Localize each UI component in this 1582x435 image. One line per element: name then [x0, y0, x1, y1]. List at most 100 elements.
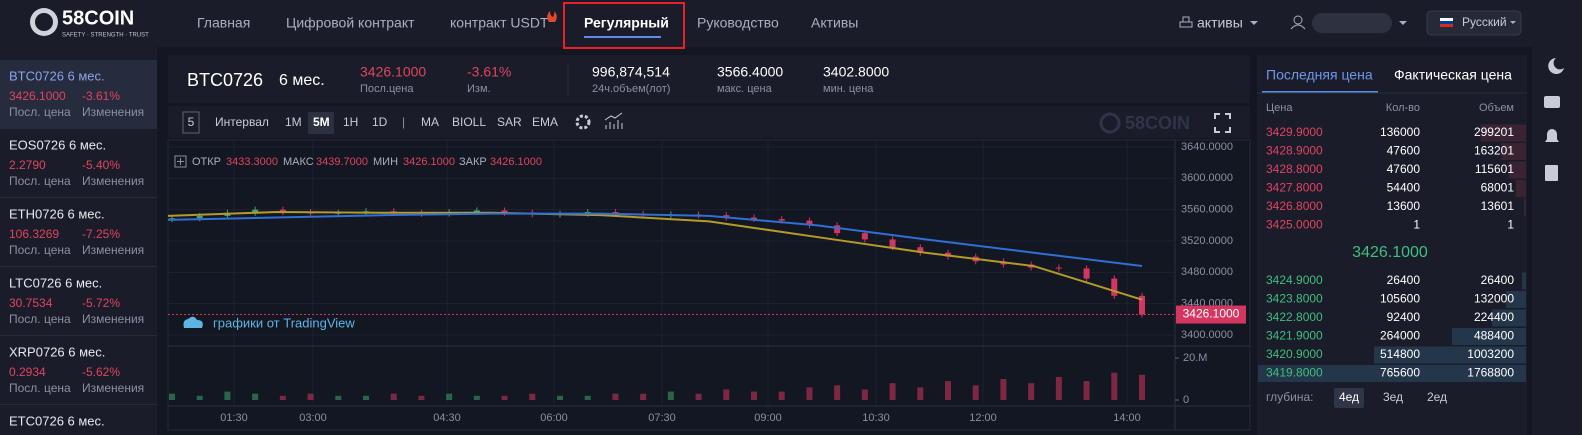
depth-option[interactable]: 4ед: [1339, 390, 1359, 404]
sidebar-item[interactable]: [0, 336, 157, 404]
candle: [1055, 267, 1062, 269]
indicator-button[interactable]: EMA: [532, 115, 558, 129]
calculator-icon[interactable]: [1545, 165, 1558, 181]
moving-average-line: [167, 212, 1143, 268]
badge-box: [182, 111, 200, 134]
ticker-volume: 996,874,514: [592, 64, 670, 80]
depth-bar: [1480, 124, 1526, 142]
sidebar-item[interactable]: [0, 60, 157, 128]
contract-name: ETH0726 6 мес.: [9, 206, 105, 221]
language-menu[interactable]: Русский: [1462, 15, 1507, 29]
price-label: Посл. цена: [9, 243, 71, 257]
wallet-icon[interactable]: [1544, 96, 1560, 108]
nav-item[interactable]: Активы: [811, 15, 858, 31]
indicator-button[interactable]: BIOLL: [452, 115, 486, 129]
candle: [1083, 268, 1090, 279]
order-quantity: 765600: [1380, 366, 1420, 380]
period: 6 мес.: [279, 72, 325, 89]
change-label: Изменения: [82, 243, 144, 257]
nav-item[interactable]: Цифровой контракт: [286, 15, 415, 31]
depth-bar: [1452, 328, 1526, 345]
assets-menu[interactable]: активы: [1197, 15, 1243, 31]
nav-highlight-box: [563, 2, 685, 49]
interval-button[interactable]: 1D: [372, 115, 388, 129]
volume-bar: [1083, 381, 1090, 400]
volume-bar: [224, 391, 231, 400]
volume-bar: [169, 393, 175, 400]
indicator-button[interactable]: MA: [421, 115, 439, 129]
order-quantity: 1: [1413, 218, 1420, 232]
sidebar-item[interactable]: [0, 129, 157, 197]
contract-change: -5.72%: [82, 296, 120, 310]
depth-label: глубина:: [1266, 390, 1313, 404]
depth-bar: [1258, 365, 1526, 382]
sidebar-item[interactable]: [0, 267, 157, 335]
volume-bar: [557, 395, 563, 400]
ohlc-value: 3426.1000: [490, 156, 542, 168]
ticker-low: 3402.8000: [823, 64, 889, 80]
price-label: Посл. цена: [9, 174, 71, 188]
volume-bar: [363, 395, 369, 400]
volume-bar: [834, 385, 841, 400]
nav-item[interactable]: Регулярный: [584, 15, 669, 31]
price-label: Посл. цена: [9, 381, 71, 395]
watermark: 58COIN: [1125, 113, 1190, 133]
attribution[interactable]: графики от TradingView: [213, 315, 355, 330]
sidebar-item[interactable]: [0, 198, 157, 266]
depth-option[interactable]: 3ед: [1383, 390, 1403, 404]
interval-button[interactable]: 1H: [343, 115, 358, 129]
depth-option[interactable]: 2ед: [1427, 390, 1447, 404]
toolbar: [168, 106, 1250, 138]
orderbook-tab[interactable]: Последняя цена: [1266, 67, 1373, 83]
volume-bar: [1000, 379, 1007, 400]
candle: [889, 239, 896, 248]
logo: 58COIN: [62, 7, 134, 29]
price-label: Посл. цена: [9, 312, 71, 326]
volume-bar: [1028, 383, 1035, 400]
indicator-button[interactable]: SAR: [497, 115, 522, 129]
nav-item[interactable]: Руководство: [697, 15, 779, 31]
order-volume: 26400: [1481, 273, 1515, 287]
change-label: Изменения: [82, 174, 144, 188]
contract-name: EOS0726 6 мес.: [9, 137, 106, 152]
sidebar-item[interactable]: [0, 405, 157, 435]
y-tick-label: 3600.0000: [1181, 172, 1233, 184]
volume-bar: [196, 395, 203, 400]
y-tick-label: 3400.0000: [1181, 329, 1233, 341]
contract-price: 0.2934: [9, 365, 46, 379]
moving-average-line: [167, 211, 1143, 301]
nav-item[interactable]: Главная: [197, 15, 250, 31]
interval-button[interactable]: 1M: [285, 115, 302, 129]
order-price: 3425.0000: [1266, 218, 1323, 232]
y-tick-label: 3520.0000: [1181, 235, 1233, 247]
volume-bar: [917, 387, 924, 400]
change-label: Изменения: [82, 381, 144, 395]
candle: [501, 210, 508, 213]
nav-item[interactable]: контракт USDT: [450, 15, 549, 31]
x-tick-label: 14:00: [1113, 412, 1141, 424]
fullscreen-icon: [1214, 113, 1231, 133]
contract-price: 2.2790: [9, 158, 46, 172]
depth-option-bg: [1422, 388, 1452, 408]
x-tick-label: 12:00: [969, 412, 997, 424]
candle: [778, 219, 785, 221]
flag-blue: [1440, 21, 1453, 24]
contract-price: 30.7534: [9, 296, 53, 310]
depth-bar: [1522, 272, 1526, 290]
x-tick-label: 03:00: [299, 412, 327, 424]
volume-bar: [335, 395, 342, 400]
volume-bar: [861, 389, 868, 400]
settings-icon: [575, 114, 591, 130]
symbol: BTC0726: [187, 70, 263, 90]
orderbook-tab[interactable]: Фактическая цена: [1394, 67, 1512, 83]
interval-button[interactable]: 5M: [313, 115, 330, 129]
caret: [1510, 21, 1516, 24]
mid-price: 3426.1000: [1352, 244, 1428, 261]
candle: [917, 247, 924, 253]
bell-icon[interactable]: [1545, 129, 1559, 142]
volume-bar: [667, 391, 674, 400]
theme-icon[interactable]: [1548, 58, 1564, 74]
y-tick-label: 3640.0000: [1181, 141, 1233, 153]
